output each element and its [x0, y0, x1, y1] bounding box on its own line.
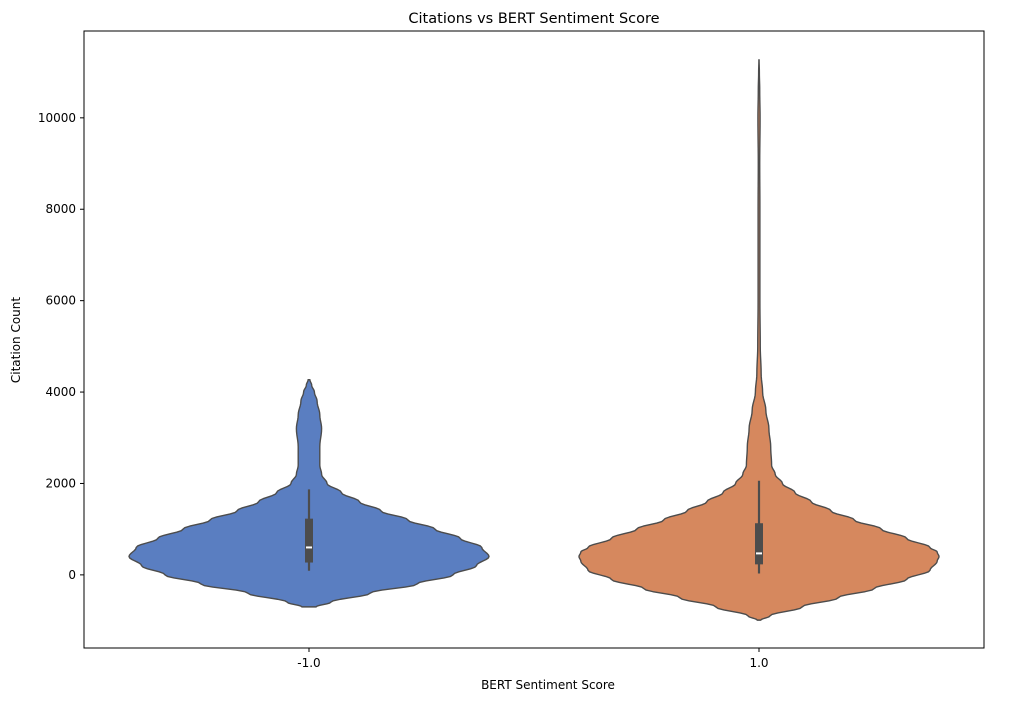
y-axis-label: Citation Count [9, 297, 23, 384]
y-tick-label: 6000 [45, 294, 76, 308]
x-tick-label: -1.0 [297, 656, 320, 670]
violin-body [578, 59, 940, 621]
x-axis-label: BERT Sentiment Score [481, 678, 615, 692]
plot-frame [83, 30, 985, 649]
y-tick-label: 0 [68, 568, 76, 582]
violin-layer [128, 59, 940, 621]
y-tick-label: 10000 [38, 111, 76, 125]
iqr-box [755, 523, 763, 565]
y-tick-label: 4000 [45, 385, 76, 399]
x-tick-label: 1.0 [749, 656, 768, 670]
y-tick-label: 8000 [45, 202, 76, 216]
tick-layer: 0 2000 4000 6000 8000 10000 -1.0 1.0 [38, 111, 769, 670]
y-tick-label: 2000 [45, 476, 76, 490]
iqr-box [305, 518, 313, 563]
chart-title: Citations vs BERT Sentiment Score [408, 11, 659, 27]
